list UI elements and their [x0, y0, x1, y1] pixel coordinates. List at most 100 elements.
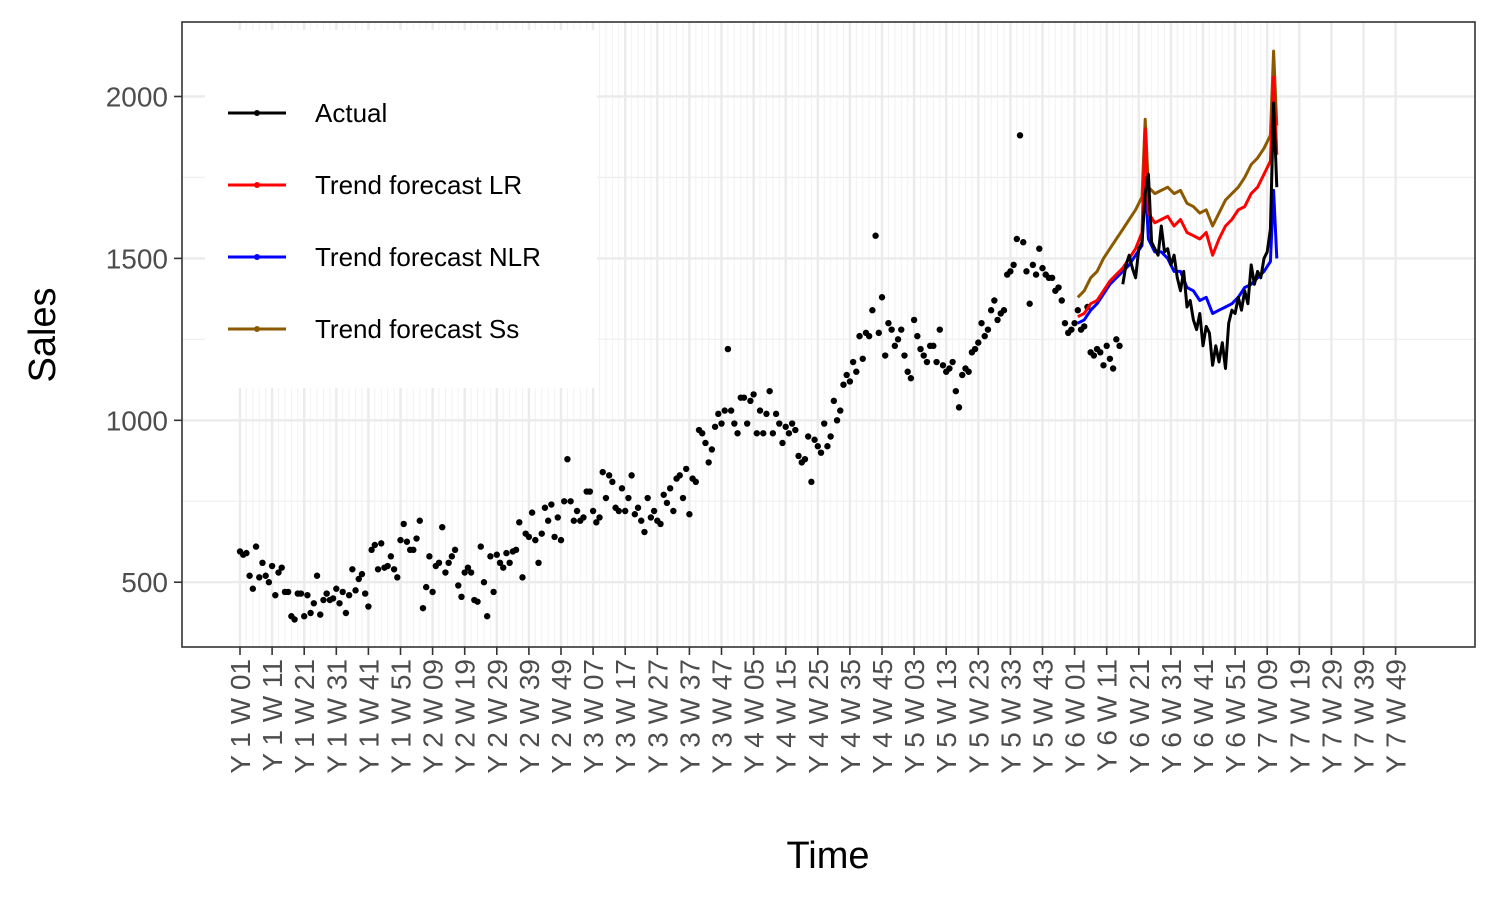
actual-point [551, 533, 558, 541]
x-tick-label: Y 6 W 11 [1092, 659, 1123, 772]
y-tick-label: 2000 [106, 81, 168, 112]
actual-point [1048, 274, 1056, 282]
x-tick-label: Y 5 W 23 [963, 659, 994, 774]
actual-point [965, 368, 972, 375]
actual-point [933, 358, 940, 366]
actual-point [464, 564, 472, 571]
actual-point [599, 468, 606, 476]
actual-point [1074, 307, 1082, 314]
actual-point [561, 498, 568, 505]
legend-key-point [254, 182, 260, 188]
actual-point [435, 559, 443, 567]
actual-point [840, 381, 847, 388]
actual-point [679, 494, 687, 502]
actual-point [506, 559, 513, 567]
actual-point [1055, 284, 1062, 291]
x-tick-label: Y 1 W 41 [353, 659, 384, 774]
actual-point [361, 590, 369, 597]
x-tick-label: Y 3 W 27 [642, 659, 673, 774]
actual-point [981, 332, 988, 340]
actual-point [275, 569, 282, 576]
actual-point [1039, 264, 1046, 272]
x-tick-label: Y 5 W 43 [1028, 659, 1059, 774]
actual-point [891, 342, 899, 350]
actual-point [731, 420, 738, 427]
x-tick-label: Y 6 W 01 [1060, 659, 1091, 774]
actual-point [519, 574, 526, 581]
actual-point [1058, 297, 1065, 304]
x-tick-label: Y 2 W 49 [546, 659, 577, 774]
actual-point [368, 546, 375, 554]
actual-point [830, 397, 838, 405]
actual-point [1103, 342, 1110, 350]
x-tick-label: Y 2 W 39 [514, 659, 545, 774]
actual-point [837, 407, 844, 414]
actual-point [378, 540, 385, 547]
actual-point [265, 579, 273, 586]
actual-point [743, 420, 751, 427]
actual-point [959, 371, 966, 379]
actual-point [301, 613, 308, 620]
actual-point [1116, 342, 1123, 350]
actual-point [490, 588, 497, 596]
actual-point [779, 439, 786, 447]
x-tick-label: Y 1 W 51 [386, 659, 417, 774]
x-tick-label: Y 3 W 17 [610, 659, 641, 774]
actual-point [413, 535, 420, 542]
actual-point [503, 549, 510, 557]
actual-point [448, 553, 456, 560]
actual-point [291, 616, 298, 623]
actual-point [602, 494, 610, 502]
actual-point [801, 455, 809, 463]
actual-point [419, 604, 427, 612]
actual-point [843, 371, 850, 379]
actual-point [715, 410, 722, 418]
actual-point [804, 433, 812, 440]
actual-point [904, 368, 911, 375]
actual-point [795, 452, 802, 460]
series-line-trend-forecast-lr [1077, 75, 1279, 319]
actual-point [711, 423, 719, 430]
actual-point [596, 514, 603, 521]
actual-point [946, 365, 953, 372]
actual-point [384, 562, 391, 570]
actual-point [307, 609, 314, 617]
actual-point [589, 507, 597, 515]
actual-point [564, 455, 571, 463]
actual-point [734, 430, 741, 437]
actual-point [339, 588, 346, 596]
actual-point [284, 588, 292, 596]
x-tick-label: Y 3 W 47 [707, 659, 738, 774]
x-tick-label: Y 7 W 09 [1252, 659, 1283, 774]
actual-point [846, 378, 854, 385]
actual-point [394, 574, 401, 581]
x-tick-label: Y 3 W 07 [578, 659, 609, 774]
x-tick-label: Y 3 W 37 [674, 659, 705, 774]
actual-point [323, 590, 330, 597]
legend-key-point [254, 110, 260, 116]
actual-point [708, 446, 716, 453]
x-tick-label: Y 2 W 29 [482, 659, 513, 774]
x-tick-label: Y 7 W 29 [1316, 659, 1347, 774]
actual-point [442, 569, 449, 576]
actual-point [808, 478, 815, 486]
actual-point [753, 430, 761, 437]
actual-point [243, 549, 250, 557]
x-tick-label: Y 2 W 09 [418, 659, 449, 774]
actual-point [788, 420, 796, 427]
actual-point [901, 352, 908, 359]
legend-key-point [254, 254, 260, 260]
actual-point [1081, 323, 1088, 330]
actual-point [676, 472, 683, 479]
actual-point [605, 472, 613, 479]
actual-point [554, 514, 561, 521]
actual-point [663, 499, 671, 507]
actual-point [811, 436, 818, 443]
actual-point [310, 600, 318, 607]
actual-point [541, 504, 549, 511]
actual-point [567, 498, 574, 505]
actual-point [586, 488, 594, 495]
